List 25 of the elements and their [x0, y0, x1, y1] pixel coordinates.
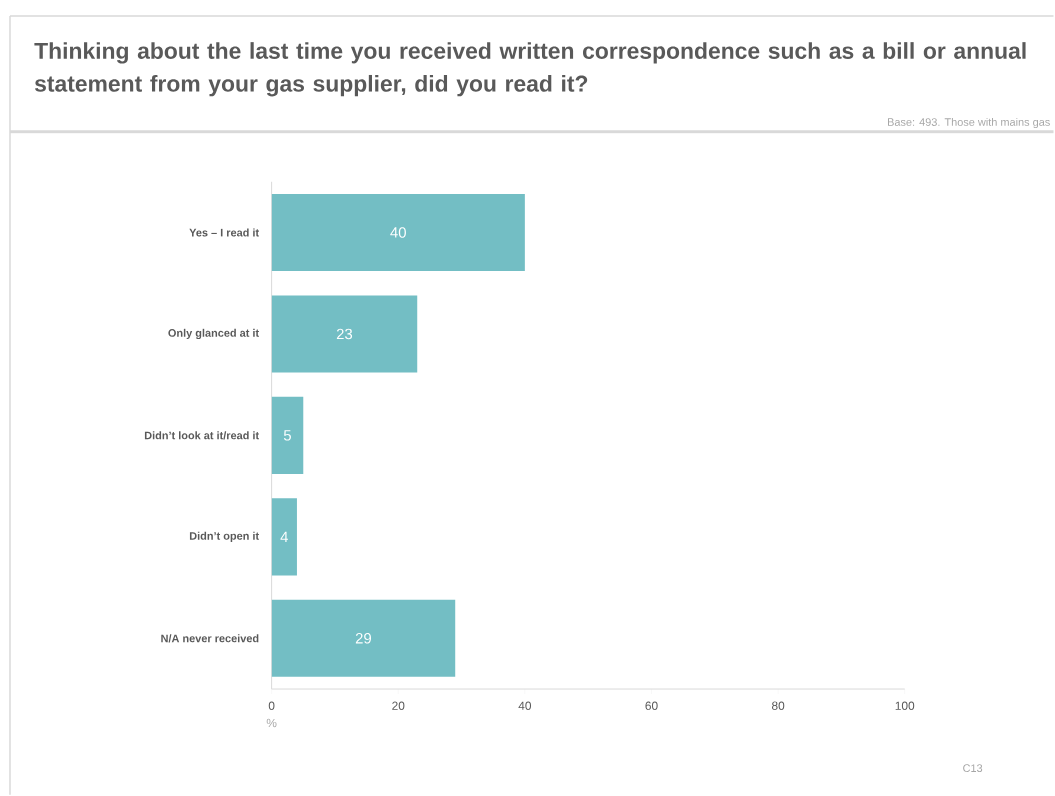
y-tick-label: Didn’t look at it/read it [144, 431, 259, 440]
x-tick-label: 0 [268, 701, 275, 711]
data-label: 5 [283, 430, 291, 441]
data-label: 40 [390, 227, 406, 238]
y-tick-label: Didn’t open it [189, 531, 259, 543]
bar [271, 599, 456, 678]
x-axis-title: % [266, 719, 277, 728]
x-tick-label: 20 [392, 701, 405, 711]
text: C13 [963, 764, 983, 773]
data-label: 29 [355, 633, 371, 644]
x-tick-label: 60 [645, 701, 658, 711]
x-tick-label: 100 [895, 701, 915, 711]
data-label: 4 [280, 531, 288, 543]
y-tick-label: Only glanced at it [168, 329, 259, 340]
bar [271, 498, 297, 576]
text: Base: 493. Those with mains gas [887, 118, 1050, 129]
y-tick-label: Yes – I read it [189, 228, 259, 237]
bar [271, 194, 525, 272]
chart-title: Thinking about the last time you received written correspondence such as a bill or annual statement from your gas supplier, did you read it? [34, 42, 1026, 97]
y-tick-label: N/A never received [161, 634, 259, 643]
x-tick-label: 80 [771, 701, 785, 711]
x-tick-label: 40 [518, 701, 532, 711]
data-label: 23 [336, 328, 353, 340]
bar [271, 397, 304, 475]
bar [271, 295, 418, 373]
